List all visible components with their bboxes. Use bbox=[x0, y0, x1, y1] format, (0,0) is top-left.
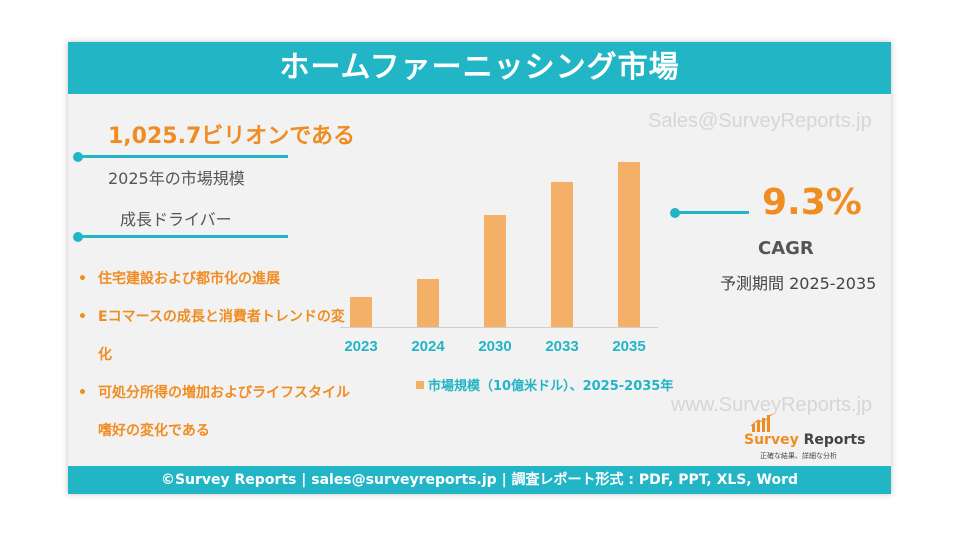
bar-chart-logo-icon bbox=[750, 414, 773, 432]
logo-name-part2: Reports bbox=[803, 432, 866, 448]
watermark-email: Sales@SurveyReports.jp bbox=[648, 110, 872, 132]
growth-drivers-heading: 成長ドライバー bbox=[120, 210, 232, 229]
legend-swatch bbox=[416, 381, 424, 389]
cagr-value: 9.3% bbox=[762, 182, 862, 223]
logo-name-part1: Survey bbox=[744, 432, 799, 448]
chart-bar bbox=[551, 182, 573, 327]
x-tick-label: 2033 bbox=[545, 338, 578, 355]
list-item: • Eコマースの成長と消費者トレンドの変化 bbox=[78, 298, 358, 374]
survey-reports-logo: Survey Reports 正確な結果、詳細な分析 bbox=[744, 414, 865, 462]
list-item: • 住宅建設および都市化の進展 bbox=[78, 260, 358, 298]
watermark-url: www.SurveyReports.jp bbox=[671, 394, 873, 416]
list-item: • 可処分所得の増加およびライフスタイル嗜好の変化である bbox=[78, 374, 358, 450]
x-tick-label: 2024 bbox=[411, 338, 445, 355]
infographic-card: ホームファーニッシング市場 Sales@SurveyReports.jp www… bbox=[68, 42, 891, 494]
driver-text: 可処分所得の増加およびライフスタイル嗜好の変化である bbox=[98, 385, 350, 439]
x-tick-label: 2035 bbox=[612, 338, 645, 355]
x-tick-label: 2030 bbox=[478, 338, 511, 355]
divider-line bbox=[78, 155, 288, 158]
forecast-period: 予測期間 2025-2035 bbox=[720, 274, 877, 293]
logo-name: Survey Reports bbox=[744, 432, 865, 448]
logo-tagline: 正確な結果、詳細な分析 bbox=[760, 452, 837, 460]
bullet-icon: • bbox=[78, 271, 87, 287]
driver-text: 住宅建設および都市化の進展 bbox=[98, 271, 280, 287]
page-title: ホームファーニッシング市場 bbox=[68, 42, 891, 94]
bullet-icon: • bbox=[78, 309, 87, 325]
divider-line bbox=[675, 211, 749, 214]
market-size-caption: 2025年の市場規模 bbox=[108, 169, 245, 188]
market-size-bar-chart: 2023 2024 2030 2033 2035 市場規模（10億米ドル）、2025-20… bbox=[340, 162, 673, 394]
chart-bar bbox=[417, 279, 439, 327]
chart-bar bbox=[484, 215, 506, 327]
footer-bar: ©Survey Reports | sales@surveyreports.jp… bbox=[68, 466, 891, 494]
x-tick-label: 2023 bbox=[344, 338, 377, 355]
market-size-value: 1,025.7ビリオンである bbox=[108, 124, 356, 149]
chart-bar bbox=[618, 162, 640, 327]
cagr-label: CAGR bbox=[758, 238, 814, 259]
driver-text: Eコマースの成長と消費者トレンドの変化 bbox=[98, 309, 345, 363]
chart-bar bbox=[350, 297, 372, 327]
divider-line bbox=[78, 235, 288, 238]
legend-label: 市場規模（10億米ドル）、2025-2035年 bbox=[428, 378, 673, 394]
bullet-icon: • bbox=[78, 385, 87, 401]
growth-drivers-list: • 住宅建設および都市化の進展 • Eコマースの成長と消費者トレンドの変化 • … bbox=[78, 260, 358, 450]
